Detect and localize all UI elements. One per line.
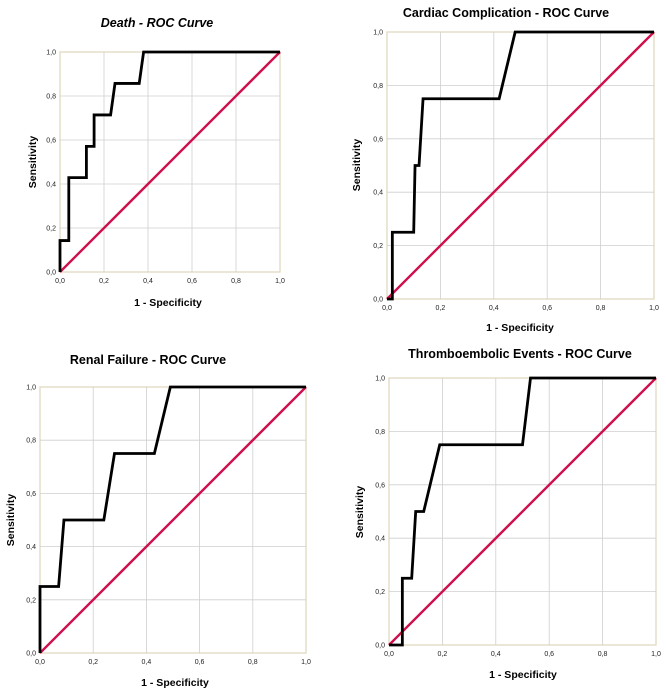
chart-thromboembolic-events-roc: 0,0 0,2 0,4 0,6 0,8 1,0 0,0 0,2 0,4 0,6 0,8 1,0 Thro… xyxy=(354,347,661,681)
roc-curve-line xyxy=(389,376,656,647)
y-tick-label: 0,4 xyxy=(375,536,385,543)
y-tick-label: 0,0 xyxy=(375,643,385,650)
reference-line xyxy=(39,386,307,654)
x-tick-label: 0,6 xyxy=(195,659,205,666)
y-tick-label: 0,0 xyxy=(26,651,36,658)
y-tick-label: 1,0 xyxy=(373,30,383,37)
roc-curve-line xyxy=(58,50,280,272)
y-tick-label: 0,0 xyxy=(46,270,56,277)
reference-line xyxy=(59,51,281,273)
chart-title: Cardiac Complication - ROC Curve xyxy=(403,6,609,20)
x-tick-label: 1,0 xyxy=(649,305,659,312)
y-tick-label: 0,2 xyxy=(373,243,383,250)
x-axis-label: 1 - Specificity xyxy=(134,297,202,309)
roc-curve-line xyxy=(38,385,306,653)
y-axis-label: Sensitivity xyxy=(354,486,366,539)
x-tick-label: 0,8 xyxy=(248,659,258,666)
y-tick-label: 0,4 xyxy=(46,182,56,189)
y-axis-label: Sensitivity xyxy=(27,136,39,189)
reference-line xyxy=(388,377,657,646)
x-tick-label: 0,8 xyxy=(596,305,606,312)
x-tick-label: 0,6 xyxy=(542,305,552,312)
y-tick-label: 0,8 xyxy=(373,83,383,90)
y-tick-label: 0,2 xyxy=(26,597,36,604)
x-tick-label: 0,0 xyxy=(35,659,45,666)
y-tick-label: 0,2 xyxy=(375,589,385,596)
chart-title: Death - ROC Curve xyxy=(101,16,214,30)
x-axis-label: 1 - Specificity xyxy=(141,677,209,689)
roc-curve-line xyxy=(387,30,654,301)
y-tick-label: 0,4 xyxy=(26,544,36,551)
y-tick-label: 0,6 xyxy=(26,491,36,498)
y-tick-label: 0,4 xyxy=(373,190,383,197)
y-axis-label: Sensitivity xyxy=(5,494,17,547)
chart-title: Renal Failure - ROC Curve xyxy=(70,353,226,367)
y-tick-label: 0,6 xyxy=(373,136,383,143)
y-tick-label: 0,6 xyxy=(46,138,56,145)
x-tick-label: 0,6 xyxy=(544,651,554,658)
y-tick-label: 0,0 xyxy=(373,297,383,304)
x-tick-label: 0,2 xyxy=(438,651,448,658)
x-tick-label: 0,4 xyxy=(489,305,499,312)
x-tick-label: 0,0 xyxy=(382,305,392,312)
x-tick-label: 0,4 xyxy=(142,659,152,666)
y-tick-label: 1,0 xyxy=(375,376,385,383)
x-tick-label: 0,0 xyxy=(55,278,65,285)
y-tick-label: 1,0 xyxy=(26,385,36,392)
y-tick-label: 0,6 xyxy=(375,482,385,489)
x-tick-label: 1,0 xyxy=(275,278,285,285)
x-tick-label: 0,8 xyxy=(231,278,241,285)
x-tick-label: 0,2 xyxy=(99,278,109,285)
chart-title: Thromboembolic Events - ROC Curve xyxy=(408,347,632,361)
x-tick-label: 0,6 xyxy=(187,278,197,285)
x-tick-label: 0,4 xyxy=(491,651,501,658)
y-tick-label: 0,8 xyxy=(375,429,385,436)
x-axis-label: 1 - Specificity xyxy=(486,322,554,334)
chart-renal-failure-roc: 0,0 0,2 0,4 0,6 0,8 1,0 0,0 0,2 0,4 0,6 0,8 1,0 Rena… xyxy=(5,353,311,689)
y-tick-label: 0,8 xyxy=(26,438,36,445)
chart-death-roc: 0,0 0,2 0,4 0,6 0,8 1,0 0,0 0,2 0,4 0,6 0,8 1,0 Deat… xyxy=(27,16,285,309)
x-tick-label: 1,0 xyxy=(301,659,311,666)
y-axis-label: Sensitivity xyxy=(351,139,363,192)
y-tick-label: 0,2 xyxy=(46,226,56,233)
x-tick-label: 1,0 xyxy=(651,651,661,658)
y-tick-label: 1,0 xyxy=(46,50,56,57)
y-tick-label: 0,8 xyxy=(46,94,56,101)
x-tick-label: 0,8 xyxy=(598,651,608,658)
x-tick-label: 0,2 xyxy=(88,659,98,666)
reference-line xyxy=(386,31,655,300)
x-axis-label: 1 - Specificity xyxy=(489,669,557,681)
chart-cardiac-complication-roc: 0,0 0,2 0,4 0,6 0,8 1,0 0,0 0,2 0,4 0,6 0,8 1,0 Card… xyxy=(351,6,659,334)
x-tick-label: 0,4 xyxy=(143,278,153,285)
x-tick-label: 0,2 xyxy=(436,305,446,312)
x-tick-label: 0,0 xyxy=(384,651,394,658)
